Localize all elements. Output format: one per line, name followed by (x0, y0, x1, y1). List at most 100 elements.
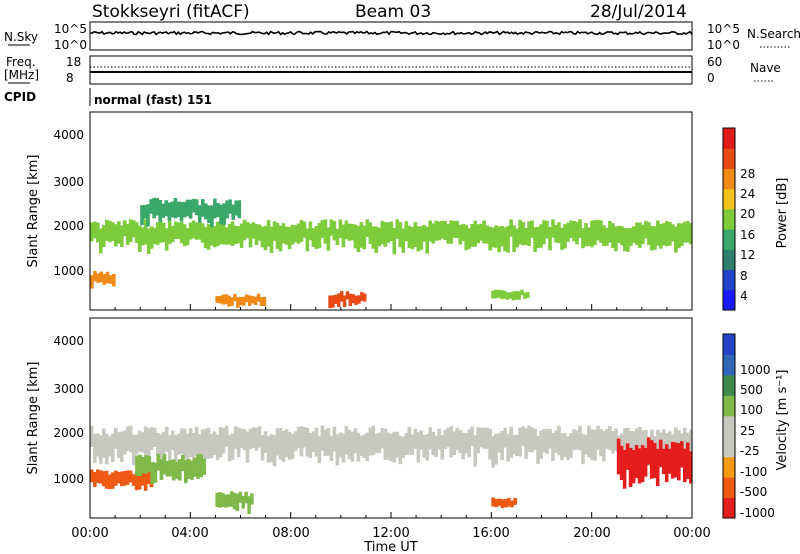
echo-cell (114, 224, 118, 247)
echo-cell (302, 427, 307, 448)
echo-cell (377, 227, 382, 247)
echo-cell (608, 221, 612, 243)
echo-cell (128, 425, 133, 453)
echo-cell (179, 428, 184, 454)
colorbar-swatch (723, 334, 735, 355)
echo-cell (188, 222, 193, 240)
echo-cell (260, 435, 265, 461)
echo-cell (431, 432, 435, 456)
echo-cell (155, 222, 160, 245)
echo-cell (557, 222, 561, 243)
colorbar-swatch (723, 395, 735, 417)
echo-cell (236, 297, 240, 308)
echo-cell (491, 290, 495, 299)
colorbar-frame (722, 333, 736, 519)
echo-cell (374, 433, 379, 454)
echo-cell (317, 435, 322, 464)
echo-cell (638, 427, 642, 451)
echo-cell (554, 430, 558, 453)
power-colorbar-label: Power [dB] (775, 178, 790, 249)
echo-cell (233, 294, 237, 302)
echo-cell (122, 430, 127, 455)
echo-cell (147, 455, 152, 473)
echo-cell (329, 219, 334, 236)
echo-cell (641, 224, 645, 244)
echo-cell (201, 199, 205, 217)
velocity-colorbar (722, 333, 736, 519)
echo-cell (506, 225, 510, 253)
echo-cell (218, 296, 222, 304)
echo-cell (395, 219, 400, 239)
echo-cell (137, 225, 142, 253)
echo-cell (125, 470, 130, 485)
echo-cell (347, 223, 352, 241)
echo-cell (204, 203, 208, 220)
echo-cell (197, 205, 202, 223)
freq-tick-top: 18 (66, 55, 81, 69)
echo-cell (482, 427, 486, 449)
echo-cell (476, 224, 480, 244)
xtick-label-4: 16:00 (472, 526, 509, 541)
echo-cell (254, 224, 259, 245)
echo-cell (230, 297, 234, 306)
echo-cell (176, 433, 181, 455)
echo-cell (314, 427, 319, 457)
echo-cell (508, 292, 513, 299)
echo-cell (602, 431, 606, 462)
colorbar-swatch (723, 354, 735, 376)
xtick-label-3: 12:00 (372, 526, 409, 541)
echo-cell (517, 291, 521, 300)
echo-cell (446, 223, 450, 244)
echo-cell (344, 220, 349, 240)
velocity-colorbar-tick-100: 100 (740, 403, 763, 417)
colorbar-swatch (723, 289, 735, 311)
echo-cell (398, 222, 403, 248)
echo-cell (134, 434, 139, 455)
echo-cell (422, 434, 426, 458)
echo-cell (389, 221, 394, 242)
echo-cell (155, 197, 159, 216)
nsky-label: N.Sky (4, 30, 38, 44)
echo-cell (99, 435, 103, 464)
echo-cell (141, 456, 145, 474)
echo-cell (131, 434, 136, 466)
echo-cell (225, 200, 229, 219)
nave-tick-top: 60 (707, 55, 722, 69)
echo-cell (113, 470, 118, 486)
echo-cell (96, 469, 100, 484)
echo-cell (222, 203, 226, 225)
echo-cell (410, 227, 415, 250)
echo-cell (380, 428, 385, 449)
echo-cell (173, 435, 178, 466)
echo-cell (491, 436, 495, 468)
echo-cell (236, 427, 241, 458)
echo-cell (278, 428, 283, 460)
echo-cell (509, 426, 513, 459)
echo-cell (239, 428, 244, 448)
echo-cell (371, 226, 376, 249)
echo-cell (520, 289, 524, 296)
echo-cell (269, 226, 274, 253)
echo-cell (503, 227, 507, 252)
echo-cell (578, 425, 582, 451)
echo-cell (241, 495, 245, 509)
echo-cell (230, 221, 235, 246)
echo-cell (485, 225, 489, 244)
echo-cell (605, 227, 609, 246)
echo-cell (259, 297, 264, 306)
echo-cell (278, 225, 283, 252)
echo-cell (152, 427, 157, 447)
power-colorbar-tick-4: 4 (740, 289, 748, 303)
echo-cell (488, 226, 492, 251)
echo-cell (206, 427, 211, 459)
echo-cell (149, 199, 153, 214)
echo-cell (419, 430, 424, 450)
echo-cell (491, 227, 495, 248)
echo-cell (638, 222, 642, 248)
echo-cell (452, 431, 456, 455)
echo-cell (365, 219, 370, 237)
echo-cell (656, 220, 660, 246)
colorbar-swatch (723, 497, 735, 519)
echo-cell (247, 496, 251, 515)
echo-cell (431, 223, 435, 244)
